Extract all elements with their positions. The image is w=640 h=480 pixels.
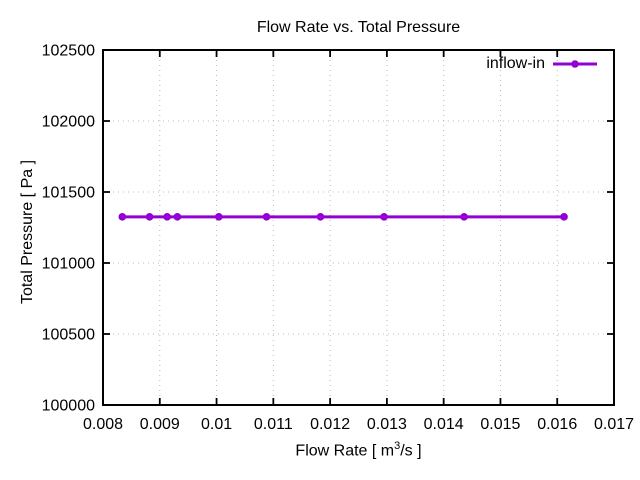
data-point — [316, 213, 325, 221]
x-tick-label: 0.008 — [83, 416, 123, 433]
data-point — [460, 213, 468, 221]
legend-line-sample — [553, 60, 597, 68]
x-tick-label: 0.011 — [254, 416, 293, 433]
y-tick-label: 101500 — [42, 185, 95, 202]
data-point — [215, 213, 223, 221]
x-tick-label: 0.014 — [424, 416, 464, 433]
data-point — [163, 213, 171, 221]
y-tick-label: 102000 — [42, 114, 95, 131]
chart-title: Flow Rate vs. Total Pressure — [256, 19, 461, 36]
x-tick-label: 0.015 — [480, 416, 520, 433]
y-axis-label: Total Pressure [ Pa ] — [19, 159, 36, 305]
y-tick-label: 101000 — [42, 256, 95, 273]
x-tick-label: 0.016 — [537, 416, 577, 433]
y-tick-label: 100000 — [42, 398, 95, 415]
data-point — [262, 213, 271, 221]
plot-border — [102, 49, 615, 406]
data-point — [560, 213, 568, 221]
x-tick-label: 0.009 — [140, 416, 180, 433]
legend-label: inflow-in — [486, 55, 545, 72]
data-point — [173, 213, 182, 221]
data-point — [145, 213, 154, 221]
x-axis-label-pre: Flow Rate [ m — [295, 442, 395, 460]
data-point — [118, 213, 127, 221]
x-tick-label: 0.012 — [310, 416, 350, 433]
y-tick-label: 100500 — [42, 327, 95, 344]
x-tick-label: 0.017 — [594, 416, 634, 433]
x-axis-label: Flow Rate [ m3/s ] — [103, 440, 614, 460]
legend-marker — [571, 60, 579, 68]
y-tick-label: 102500 — [42, 43, 95, 60]
x-tick-label: 0.013 — [367, 416, 407, 433]
x-axis-label-post: /s ] — [400, 442, 422, 460]
data-point — [380, 213, 388, 221]
legend: inflow-in — [486, 56, 597, 72]
x-tick-label: 0.01 — [201, 416, 232, 433]
x-axis-label-sup: 3 — [394, 440, 401, 452]
